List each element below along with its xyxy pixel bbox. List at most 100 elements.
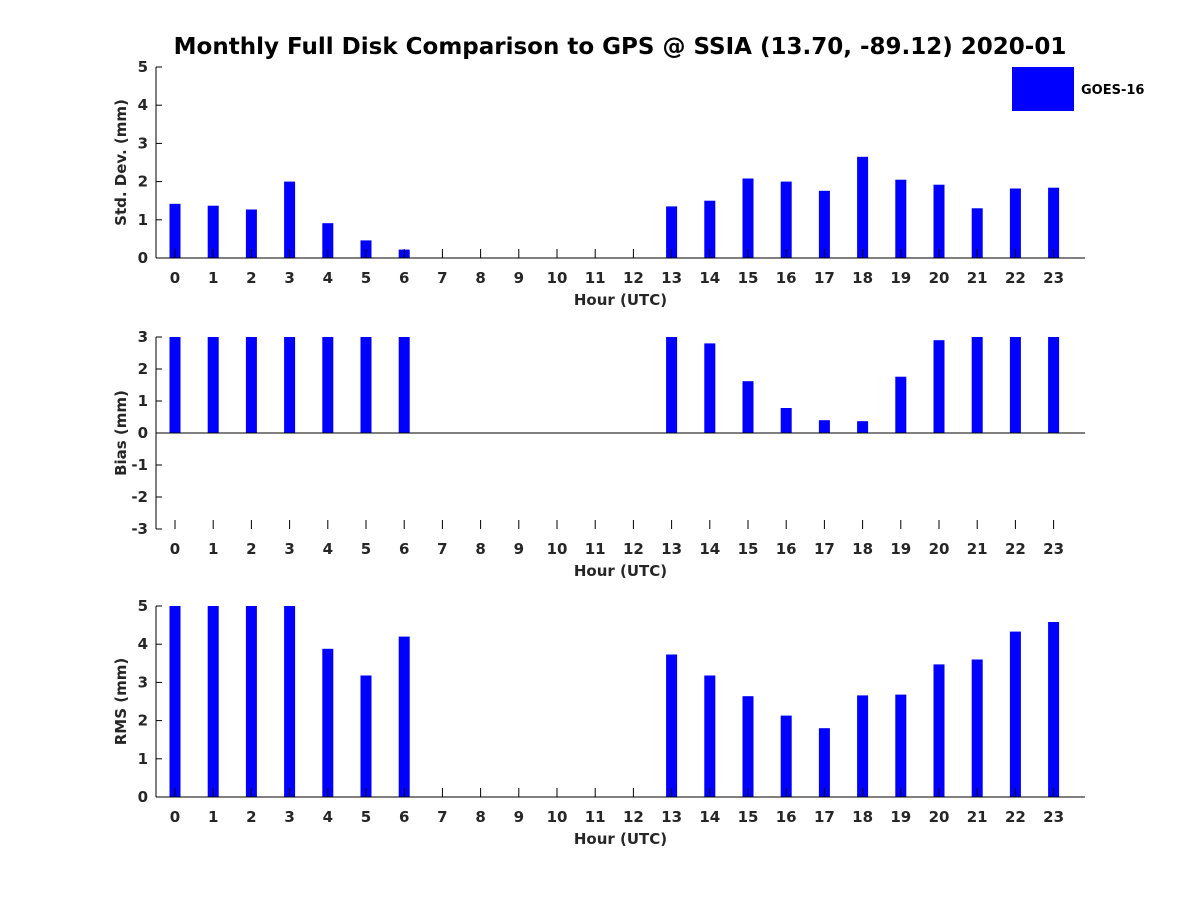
- bar-hour-14: [704, 675, 716, 797]
- bar-hour-17: [818, 728, 830, 797]
- x-tick-label: 12: [623, 540, 644, 558]
- bar-hour-0: [169, 337, 181, 433]
- x-tick-label: 13: [661, 269, 682, 287]
- x-tick-label: 11: [585, 808, 606, 826]
- x-axis-label: Hour (UTC): [574, 291, 667, 309]
- bar-hour-5: [360, 337, 372, 433]
- bar-hour-23: [1048, 187, 1060, 258]
- bar-hour-14: [704, 343, 716, 433]
- bar-hour-19: [895, 179, 907, 258]
- bar-hour-13: [666, 654, 678, 797]
- x-tick-label: 20: [929, 269, 950, 287]
- y-tick-label: 2: [138, 360, 148, 378]
- bar-hour-4: [322, 337, 334, 433]
- bar-hour-17: [818, 190, 830, 258]
- x-tick-label: 18: [852, 269, 873, 287]
- y-tick-label: 2: [138, 173, 148, 191]
- bar-hour-21: [971, 659, 983, 797]
- x-tick-label: 6: [399, 269, 409, 287]
- x-tick-label: 20: [929, 540, 950, 558]
- x-tick-label: 0: [170, 540, 180, 558]
- bar-hour-19: [895, 694, 907, 797]
- x-tick-label: 8: [475, 269, 485, 287]
- x-tick-label: 14: [699, 540, 720, 558]
- bar-hour-18: [857, 156, 869, 258]
- bar-hour-16: [780, 408, 792, 433]
- x-tick-label: 2: [246, 269, 256, 287]
- legend: GOES-16: [1012, 67, 1144, 111]
- x-tick-label: 1: [208, 808, 218, 826]
- x-axis-label: Hour (UTC): [574, 562, 667, 580]
- bar-hour-16: [780, 715, 792, 797]
- y-tick-label: 4: [138, 96, 148, 114]
- x-tick-label: 16: [776, 808, 797, 826]
- x-tick-label: 7: [437, 540, 447, 558]
- x-tick-label: 11: [585, 269, 606, 287]
- x-tick-label: 8: [475, 808, 485, 826]
- y-tick-label: 0: [138, 424, 148, 442]
- y-tick-label: 0: [138, 249, 148, 267]
- x-tick-label: 12: [623, 269, 644, 287]
- x-tick-label: 23: [1043, 808, 1064, 826]
- x-tick-label: 4: [323, 269, 333, 287]
- bar-hour-3: [284, 337, 296, 433]
- x-tick-label: 13: [661, 808, 682, 826]
- y-tick-label: -3: [131, 520, 148, 538]
- bar-hour-4: [322, 648, 334, 797]
- x-tick-label: 15: [738, 540, 759, 558]
- x-tick-label: 14: [699, 808, 720, 826]
- x-tick-label: 17: [814, 808, 835, 826]
- x-tick-label: 19: [890, 269, 911, 287]
- chart-title: Monthly Full Disk Comparison to GPS @ SS…: [174, 34, 1067, 60]
- x-tick-label: 16: [776, 269, 797, 287]
- bar-hour-16: [780, 181, 792, 258]
- y-tick-label: 0: [138, 788, 148, 806]
- x-tick-label: 15: [738, 269, 759, 287]
- x-tick-label: 3: [284, 269, 294, 287]
- x-tick-label: 0: [170, 808, 180, 826]
- y-tick-label: 3: [138, 673, 148, 691]
- bar-hour-22: [1009, 631, 1021, 797]
- bar-hour-15: [742, 381, 754, 433]
- bar-hour-5: [360, 675, 372, 797]
- y-tick-label: 1: [138, 392, 148, 410]
- bar-hour-1: [207, 337, 219, 433]
- y-tick-label: 5: [138, 597, 148, 615]
- bar-hour-23: [1048, 622, 1060, 797]
- bar-hour-4: [322, 223, 334, 258]
- x-tick-label: 23: [1043, 269, 1064, 287]
- bar-hour-1: [207, 205, 219, 258]
- x-tick-label: 10: [547, 269, 568, 287]
- x-tick-label: 6: [399, 540, 409, 558]
- x-tick-label: 10: [547, 808, 568, 826]
- bar-hour-21: [971, 208, 983, 258]
- x-tick-label: 3: [284, 808, 294, 826]
- x-tick-label: 19: [890, 540, 911, 558]
- x-tick-label: 6: [399, 808, 409, 826]
- bar-hour-14: [704, 200, 716, 258]
- bar-hour-18: [857, 695, 869, 797]
- y-tick-label: 2: [138, 712, 148, 730]
- x-tick-label: 3: [284, 540, 294, 558]
- x-tick-label: 18: [852, 808, 873, 826]
- x-tick-label: 1: [208, 540, 218, 558]
- x-tick-label: 18: [852, 540, 873, 558]
- x-tick-label: 5: [361, 269, 371, 287]
- bar-hour-20: [933, 664, 945, 797]
- y-tick-label: -2: [131, 488, 148, 506]
- bar-hour-15: [742, 696, 754, 797]
- bar-hour-13: [666, 337, 678, 433]
- x-tick-label: 22: [1005, 808, 1026, 826]
- x-tick-label: 21: [967, 808, 988, 826]
- bar-hour-17: [818, 420, 830, 433]
- y-axis-label: RMS (mm): [112, 658, 130, 745]
- x-axis-label: Hour (UTC): [574, 830, 667, 848]
- bar-hour-20: [933, 340, 945, 433]
- bar-hour-0: [169, 606, 181, 797]
- x-tick-label: 23: [1043, 540, 1064, 558]
- x-tick-label: 21: [967, 269, 988, 287]
- y-tick-label: 5: [138, 58, 148, 76]
- x-tick-label: 13: [661, 540, 682, 558]
